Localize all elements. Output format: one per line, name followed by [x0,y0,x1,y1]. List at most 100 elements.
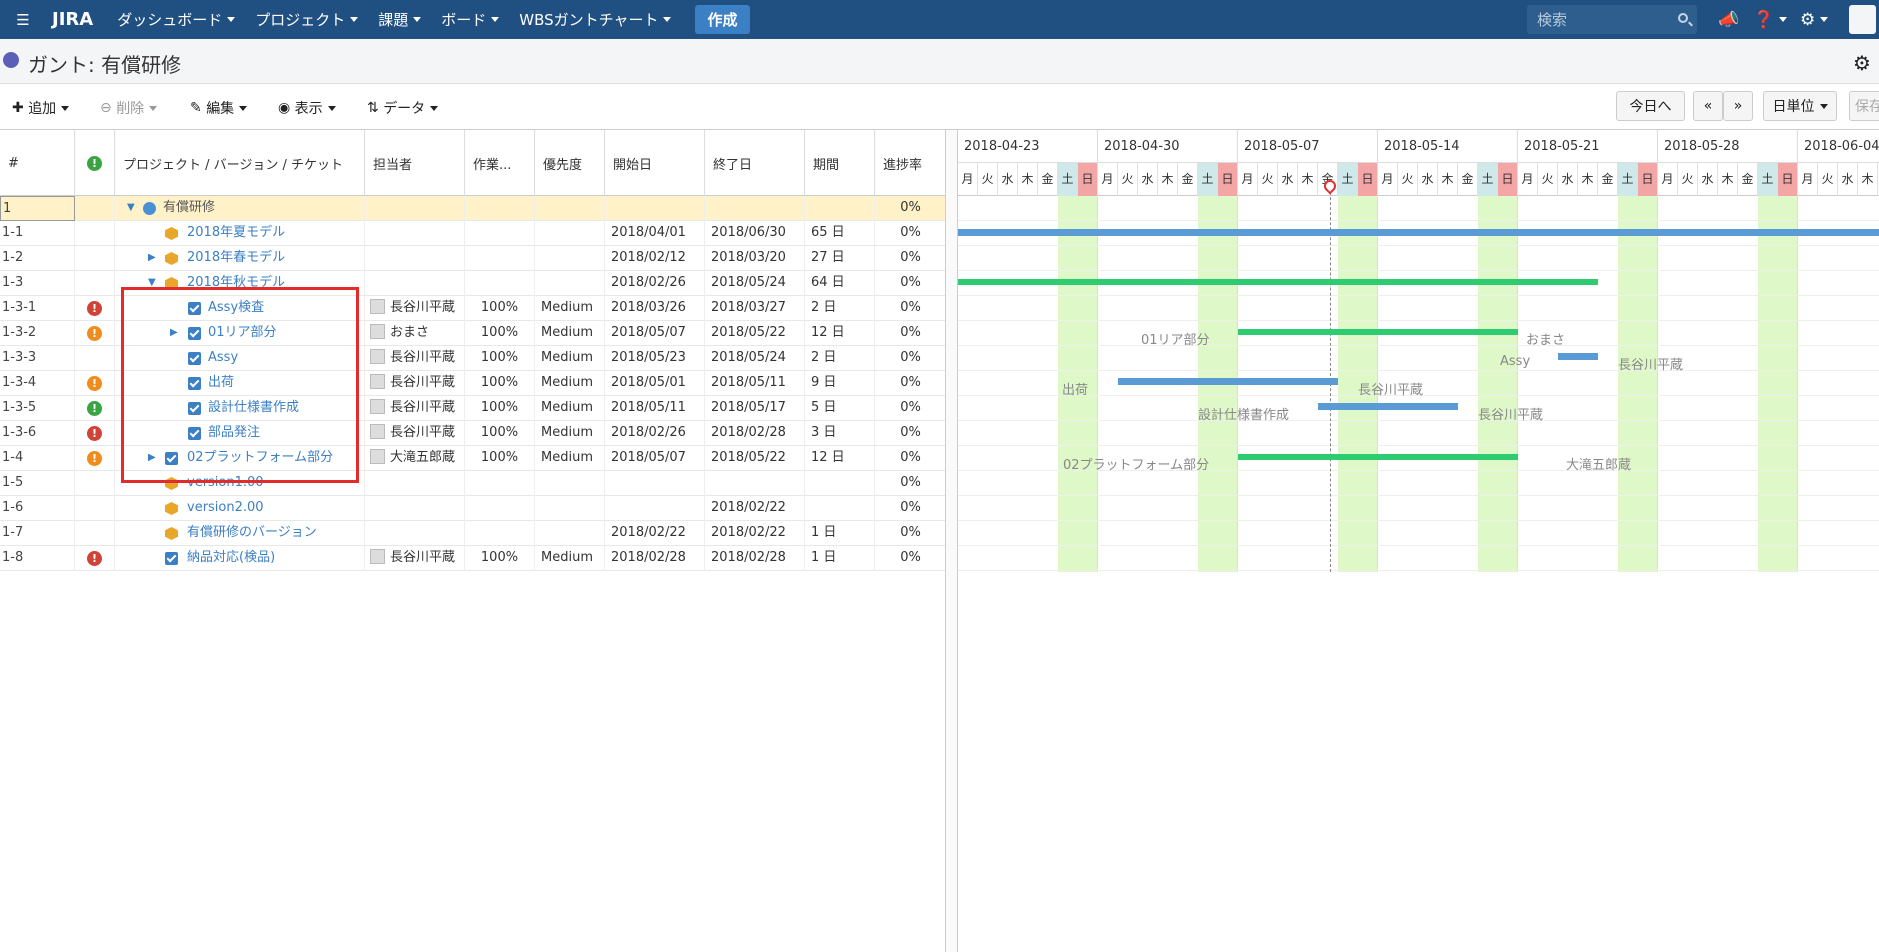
priority-medium-icon: ! [87,376,102,391]
save-button[interactable]: 保存 [1849,91,1879,121]
col-duration[interactable]: 期間 [805,130,875,196]
col-id[interactable]: # [0,130,75,196]
data-button[interactable]: ⇅ データ [367,98,439,118]
gantt-bar-platform[interactable] [1238,454,1518,460]
day-header: 火 [1398,163,1418,196]
prev-button[interactable]: « [1693,91,1723,121]
day-header: 火 [1538,163,1558,196]
nav-projects[interactable]: プロジェクト [245,0,368,39]
table-row[interactable]: 1-2 ▶ 2018年春モデル 2018/02/12 2018/03/20 27 … [0,246,945,271]
day-header: 金 [1178,163,1198,196]
day-header: 金 [1038,163,1058,196]
today-button[interactable]: 今日へ [1616,91,1685,121]
unit-select[interactable]: 日単位 [1763,91,1837,121]
weekend-band [1338,196,1378,572]
jira-logo[interactable]: JIRA [52,9,94,30]
project-icon [143,202,156,215]
table-row[interactable]: 1-3 ▼ 2018年秋モデル 2018/02/26 2018/05/24 64 … [0,271,945,296]
day-header: 水 [1138,163,1158,196]
create-button[interactable]: 作成 [695,5,750,34]
task-icon [188,377,201,390]
gantt-bar-ship[interactable] [1118,378,1338,385]
expand-icon[interactable]: ▶ [148,452,156,463]
gantt-bar-rear[interactable] [1238,329,1518,335]
table-row[interactable]: 1-1 2018年夏モデル 2018/04/01 2018/06/30 65 日… [0,221,945,246]
menu-icon[interactable]: ☰ [16,10,30,29]
add-button[interactable]: ✚ 追加 [12,98,70,118]
nav-issues[interactable]: 課題 [368,0,431,39]
col-start[interactable]: 開始日 [605,130,705,196]
version-icon [165,527,178,540]
col-status[interactable]: ! [75,130,115,196]
table-row[interactable]: 1-3-6 ! 部品発注 長谷川平蔵 100% Medium 2018/02/2… [0,421,945,446]
day-header: 月 [958,163,978,196]
nav-wbs-gantt[interactable]: WBSガントチャート [509,0,681,39]
gear-icon[interactable]: ⚙ [1800,0,1829,39]
day-header: 月 [1658,163,1678,196]
pane-splitter[interactable] [946,130,958,952]
day-header: 火 [1678,163,1698,196]
week-divider [1097,196,1098,572]
task-icon [188,302,201,315]
project-icon [3,52,19,68]
table-row[interactable]: 1-7 有償研修のバージョン 2018/02/22 2018/02/22 1 日… [0,521,945,546]
day-header: 火 [1118,163,1138,196]
search-input[interactable]: 検索 [1527,5,1697,34]
task-icon [188,402,201,415]
page-title: ガント: 有償研修 [28,53,182,77]
nav-boards[interactable]: ボード [431,0,509,39]
table-row[interactable]: 1-3-5 ! 設計仕様書作成 長谷川平蔵 100% Medium 2018/0… [0,396,945,421]
table-row[interactable]: 1 ▼ 有償研修 0% [0,196,945,221]
col-progress[interactable]: 進捗率 [883,157,923,173]
week-header: 2018-04-30 [1098,130,1238,163]
delete-button[interactable]: ⊖ 削除 [100,98,158,118]
chevron-down-icon [227,17,236,22]
today-line [1330,182,1331,572]
gantt-bar-autumn-model[interactable] [958,279,1598,285]
table-row[interactable]: 1-3-3 Assy 長谷川平蔵 100% Medium 2018/05/23 … [0,346,945,371]
user-icon [370,349,385,364]
week-header: 2018-04-23 [958,130,1098,163]
table-row[interactable]: 1-4 ! ▶ 02プラットフォーム部分 大滝五郎蔵 100% Medium 20… [0,446,945,471]
table-row[interactable]: 1-3-4 ! 出荷 長谷川平蔵 100% Medium 2018/05/01 … [0,371,945,396]
gantt-row [958,396,1879,421]
table-row[interactable]: 1-3-2 ! ▶ 01リア部分 おまさ 100% Medium 2018/05/… [0,321,945,346]
table-row[interactable]: 1-3-1 ! Assy検査 長谷川平蔵 100% Medium 2018/03… [0,296,945,321]
gantt-bar-summer-model[interactable] [958,229,1879,236]
day-header: 水 [1698,163,1718,196]
col-work[interactable]: 作業... [465,130,535,196]
task-icon [188,327,201,340]
priority-high-icon: ! [87,551,102,566]
collapse-icon[interactable]: ▼ [148,277,156,288]
gantt-bar-design[interactable] [1318,403,1458,410]
gantt-bar-assy[interactable] [1558,353,1598,360]
edit-button[interactable]: ✎ 編集 [190,98,248,118]
table-row[interactable]: 1-8 ! 納品対応(検品) 長谷川平蔵 100% Medium 2018/02… [0,546,945,571]
table-row[interactable]: 1-6 version2.00 2018/02/22 0% [0,496,945,521]
avatar[interactable] [1849,5,1876,34]
day-header: 月 [1378,163,1398,196]
nav-dashboard[interactable]: ダッシュボード [107,0,245,39]
day-header: 日 [1778,163,1798,196]
col-assignee[interactable]: 担当者 [365,130,465,196]
gantt-label: 出荷 [1062,383,1089,398]
view-button[interactable]: ◉ 表示 [278,98,336,118]
task-icon [165,452,178,465]
week-divider [1377,196,1378,572]
col-priority[interactable]: 優先度 [535,130,605,196]
collapse-icon[interactable]: ▼ [127,202,135,213]
help-icon[interactable]: ❓ [1753,0,1788,39]
expand-icon[interactable]: ▶ [170,327,178,338]
next-button[interactable]: » [1723,91,1753,121]
settings-gear-icon[interactable]: ⚙ [1853,51,1871,75]
user-icon [370,449,385,464]
megaphone-icon[interactable]: 📣 [1718,9,1740,30]
highlight-annotation [121,287,359,483]
user-icon [370,299,385,314]
day-header: 水 [1278,163,1298,196]
col-end[interactable]: 終了日 [705,130,805,196]
week-header: 2018-05-07 [1238,130,1378,163]
col-name[interactable]: プロジェクト / バージョン / チケット [115,130,365,196]
gantt-label: 大滝五郎蔵 [1566,458,1632,473]
expand-icon[interactable]: ▶ [148,252,156,263]
